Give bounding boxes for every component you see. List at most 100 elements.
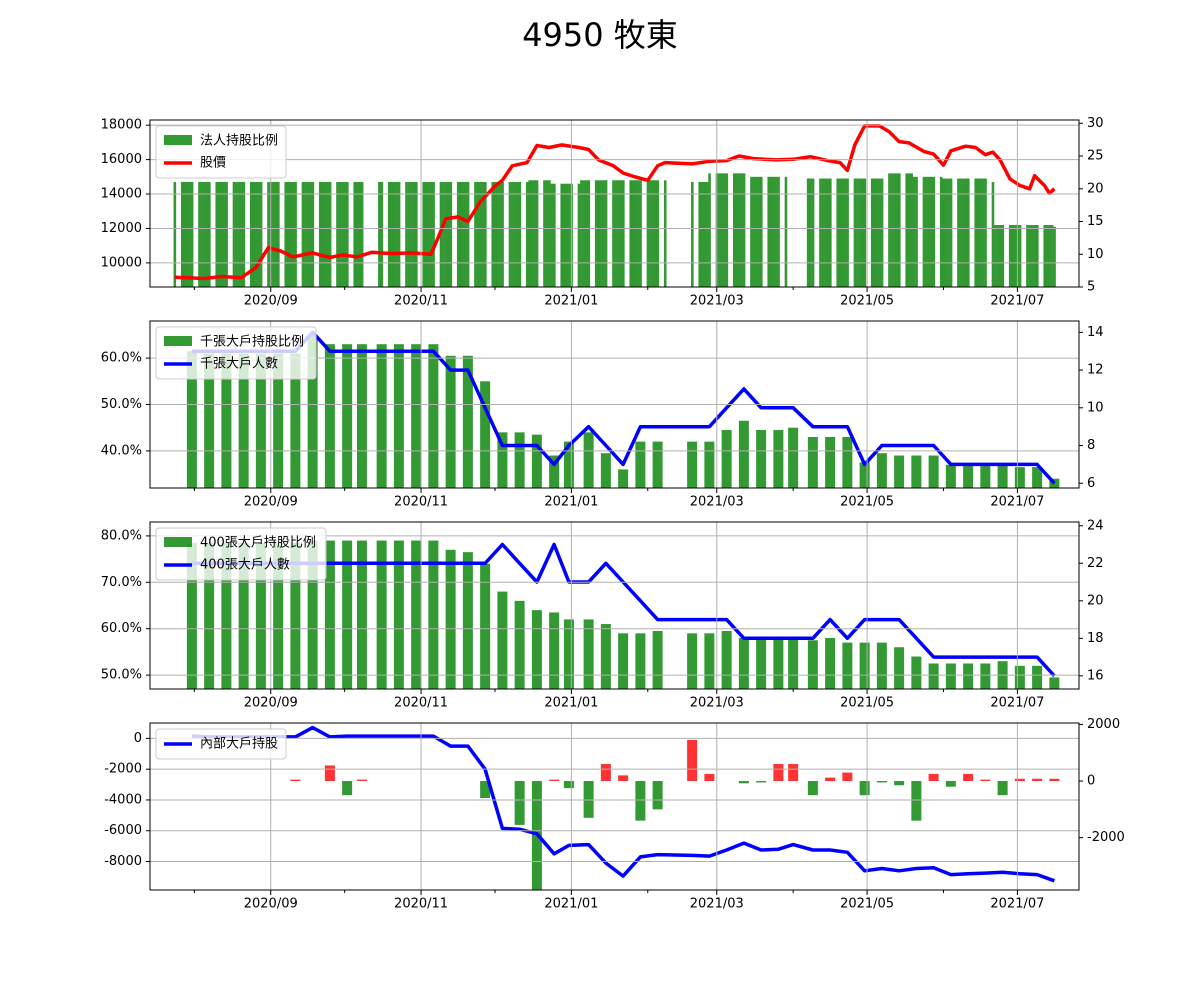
institutional-holding-bar	[424, 181, 428, 287]
institutional-holding-bar	[309, 181, 312, 287]
institutional-holding-bar	[390, 181, 393, 287]
weekly-bar	[704, 441, 715, 488]
x-tick-label: 2021/07	[990, 495, 1044, 510]
institutional-holding-bar	[617, 180, 620, 287]
weekly-bar	[842, 436, 853, 488]
weekly-bar	[356, 540, 367, 689]
institutional-holding-bar	[1008, 225, 1012, 287]
institutional-holding-bar	[476, 181, 480, 287]
weekly-bar	[462, 552, 473, 689]
institutional-holding-bar	[838, 178, 842, 287]
weekly-bar	[1032, 665, 1043, 689]
institutional-holding-bar	[200, 181, 204, 287]
x-tick-label: 2020/09	[244, 495, 298, 510]
institutional-holding-bar	[415, 181, 418, 287]
institutional-holding-bar	[387, 181, 391, 287]
weekly-bar	[393, 540, 404, 689]
weekly-bar	[307, 334, 318, 488]
institutional-holding-bar	[491, 181, 495, 287]
weekly-bar	[273, 542, 284, 689]
x-tick-label: 2021/05	[840, 294, 894, 309]
institutional-holding-bar	[612, 180, 615, 287]
institutional-holding-bar	[949, 178, 953, 287]
institutional-holding-bar	[846, 178, 849, 287]
panel-4: -8000 -6000 -4000 -2000 0 -2000 0 2000 2020/09 20…	[0, 717, 1125, 912]
weekly-bar	[0, 781, 10, 784]
count-line	[191, 542, 1056, 678]
institutional-holding-bar	[291, 181, 295, 287]
weekly-bar	[356, 779, 367, 782]
right-tick-label: 12	[1087, 363, 1104, 378]
institutional-holding-bar	[508, 181, 512, 287]
weekly-bar	[1049, 677, 1060, 689]
weekly-bar	[273, 353, 284, 488]
institutional-holding-bar	[720, 173, 724, 287]
institutional-holding-bar	[358, 181, 361, 287]
weekly-bar	[411, 540, 422, 689]
weekly-bar	[514, 432, 525, 488]
left-tick-label: -6000	[104, 823, 142, 838]
institutional-holding-bar	[740, 173, 743, 287]
institutional-holding-bar	[353, 181, 357, 287]
left-tick-label: 14000	[101, 187, 142, 202]
institutional-holding-bar	[631, 180, 635, 287]
plot-area	[173, 124, 1056, 287]
institutional-holding-bar	[198, 181, 201, 287]
institutional-holding-bar	[479, 181, 482, 287]
institutional-holding-bar	[925, 176, 928, 287]
left-tick-label: 50.0%	[101, 668, 142, 683]
institutional-holding-bar	[979, 178, 982, 287]
institutional-holding-bar	[442, 181, 445, 287]
legend-box	[155, 728, 287, 760]
institutional-holding-bar	[205, 181, 209, 287]
institutional-holding-bar	[944, 178, 948, 287]
institutional-holding-bar	[553, 183, 556, 287]
weekly-bar	[342, 781, 353, 796]
weekly-bar	[928, 773, 939, 782]
panel-frame	[149, 521, 1080, 690]
weekly-bar	[1032, 778, 1043, 782]
institutional-holding-bar	[656, 180, 660, 287]
left-tick-label: 0	[134, 731, 142, 746]
institutional-holding-bar	[895, 173, 899, 287]
weekly-bar	[825, 777, 836, 782]
institutional-holding-bar	[225, 181, 228, 287]
weekly-bar	[635, 781, 646, 821]
institutional-holding-bar	[893, 173, 896, 287]
institutional-holding-bar	[474, 181, 477, 287]
legend-label: 千張大戶人數	[200, 357, 278, 372]
institutional-holding-bar	[836, 178, 840, 287]
institutional-holding-bar	[811, 178, 815, 287]
weekly-bar	[997, 464, 1008, 488]
institutional-holding-bar	[634, 180, 637, 287]
institutional-holding-bar	[927, 176, 931, 287]
institutional-holding-bar	[614, 180, 618, 287]
x-tick-label: 2020/11	[394, 495, 448, 510]
institutional-holding-bar	[466, 181, 470, 287]
institutional-holding-bar	[321, 181, 324, 287]
weekly-bar	[204, 353, 215, 488]
institutional-holding-bar	[306, 181, 310, 287]
weekly-bar	[531, 434, 542, 488]
weekly-bar	[480, 781, 491, 799]
institutional-holding-bar	[1018, 225, 1022, 287]
legend-label: 股價	[200, 156, 226, 171]
institutional-holding-bar	[185, 181, 189, 287]
institutional-holding-bar	[651, 180, 655, 287]
institutional-holding-bar	[217, 181, 221, 287]
weekly-bar	[945, 781, 956, 787]
count-line	[191, 330, 1056, 485]
institutional-holding-bar	[772, 176, 775, 287]
institutional-holding-bar	[543, 180, 546, 287]
weekly-bar	[221, 542, 232, 689]
institutional-holding-bar	[826, 178, 830, 287]
institutional-holding-bar	[525, 181, 529, 287]
institutional-holding-bar	[999, 225, 1002, 287]
chart-title: 4950 牧東	[522, 16, 678, 54]
legend-label: 法人持股比例	[200, 134, 278, 149]
legend-label: 400張大戶持股比例	[200, 536, 316, 551]
institutional-holding-bar	[481, 181, 485, 287]
weekly-bar	[411, 344, 422, 488]
left-tick-label: 16000	[101, 152, 142, 167]
institutional-holding-bar	[341, 181, 344, 287]
